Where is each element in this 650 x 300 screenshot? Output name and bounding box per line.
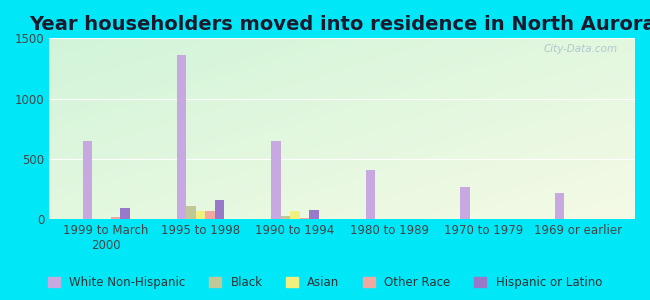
Bar <box>281 216 291 219</box>
Bar <box>187 206 196 219</box>
Bar <box>394 218 404 219</box>
Bar <box>554 193 564 219</box>
Text: City-Data.com: City-Data.com <box>543 44 618 54</box>
Bar <box>366 170 375 219</box>
Bar <box>92 218 101 219</box>
Bar <box>272 141 281 219</box>
Bar <box>291 211 300 219</box>
Bar <box>205 211 214 219</box>
Bar <box>489 218 498 219</box>
Bar <box>83 141 92 219</box>
Bar <box>300 218 309 219</box>
Bar <box>177 55 187 219</box>
Bar <box>120 208 130 219</box>
Bar <box>460 187 470 219</box>
Bar <box>404 218 413 219</box>
Bar <box>111 217 120 219</box>
Legend: White Non-Hispanic, Black, Asian, Other Race, Hispanic or Latino: White Non-Hispanic, Black, Asian, Other … <box>44 272 606 294</box>
Bar <box>470 218 479 219</box>
Bar <box>214 200 224 219</box>
Bar <box>196 211 205 219</box>
Bar <box>101 218 111 219</box>
Title: Year householders moved into residence in North Aurora: Year householders moved into residence i… <box>29 15 650 34</box>
Bar <box>309 210 318 219</box>
Bar <box>385 218 394 219</box>
Bar <box>375 218 385 219</box>
